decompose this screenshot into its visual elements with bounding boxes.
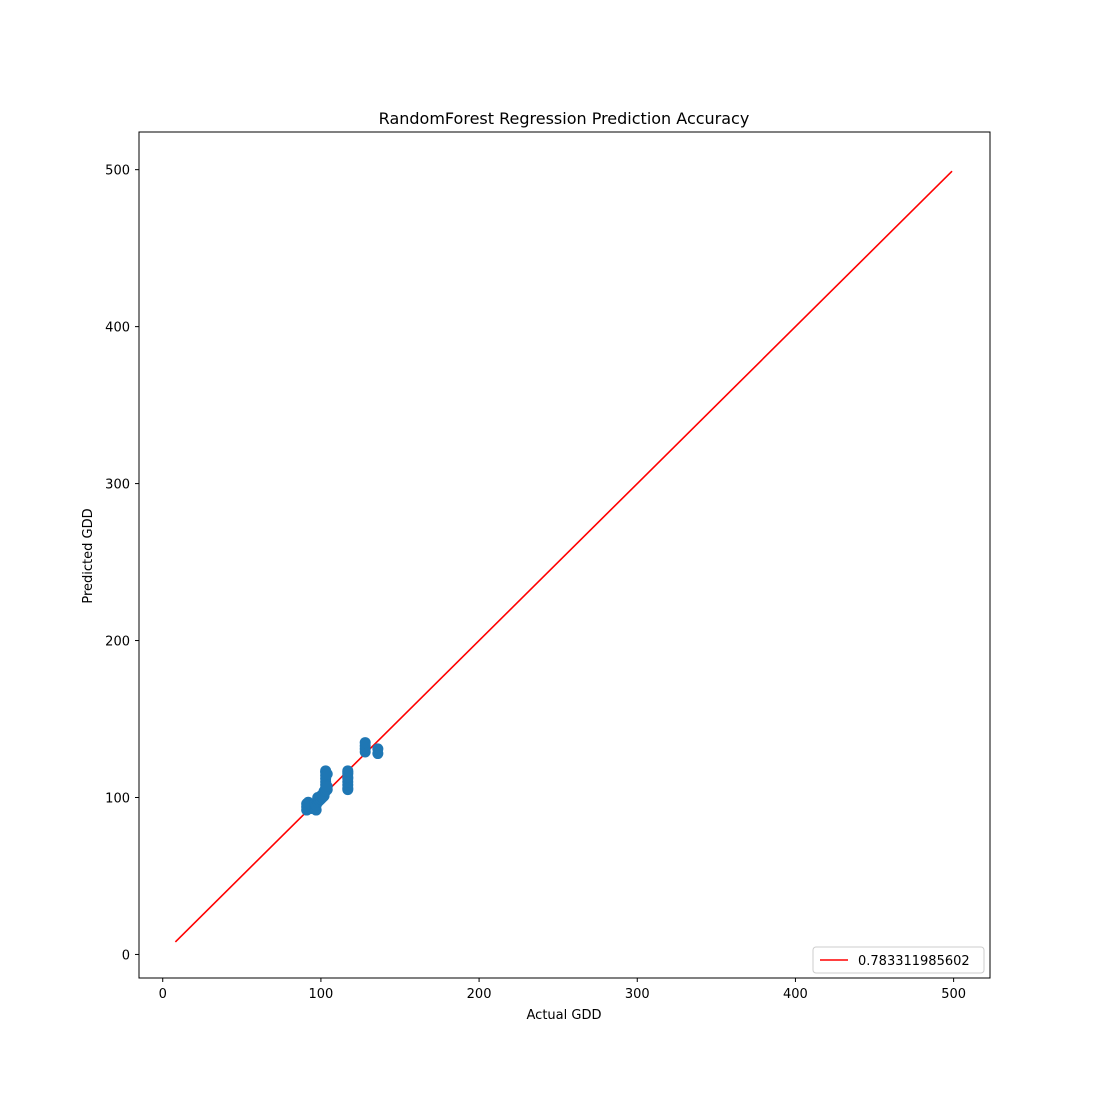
y-tick-label: 100: [105, 791, 130, 806]
legend-label: 0.783311985602: [858, 954, 970, 969]
y-tick-label: 200: [105, 635, 130, 650]
y-tick-label: 300: [105, 478, 130, 493]
y-axis-ticks: 0 100 200 300 400 500: [105, 164, 139, 963]
scatter-point: [342, 765, 354, 777]
x-axis-ticks: 0 100 200 300 400 500: [159, 978, 966, 1002]
scatter-point: [321, 768, 333, 780]
x-axis-label: Actual GDD: [527, 1008, 602, 1023]
x-tick-label: 200: [467, 987, 492, 1002]
scatter-point: [359, 737, 371, 749]
chart-title: RandomForest Regression Prediction Accur…: [379, 109, 750, 128]
y-tick-label: 0: [122, 948, 130, 963]
x-tick-label: 500: [941, 987, 966, 1002]
y-tick-label: 400: [105, 321, 130, 336]
scatter-point: [372, 743, 384, 755]
plot-content: [174, 170, 953, 943]
y-tick-label: 500: [105, 164, 130, 179]
x-tick-label: 0: [159, 987, 167, 1002]
legend: 0.783311985602: [812, 946, 985, 974]
x-tick-label: 400: [783, 987, 808, 1002]
axes-frame: [138, 131, 991, 979]
y-axis-label: Predicted GDD: [81, 508, 96, 603]
x-tick-label: 100: [308, 987, 333, 1002]
scatter-point: [321, 781, 333, 793]
legend-box: [812, 946, 985, 974]
x-tick-label: 300: [625, 987, 650, 1002]
